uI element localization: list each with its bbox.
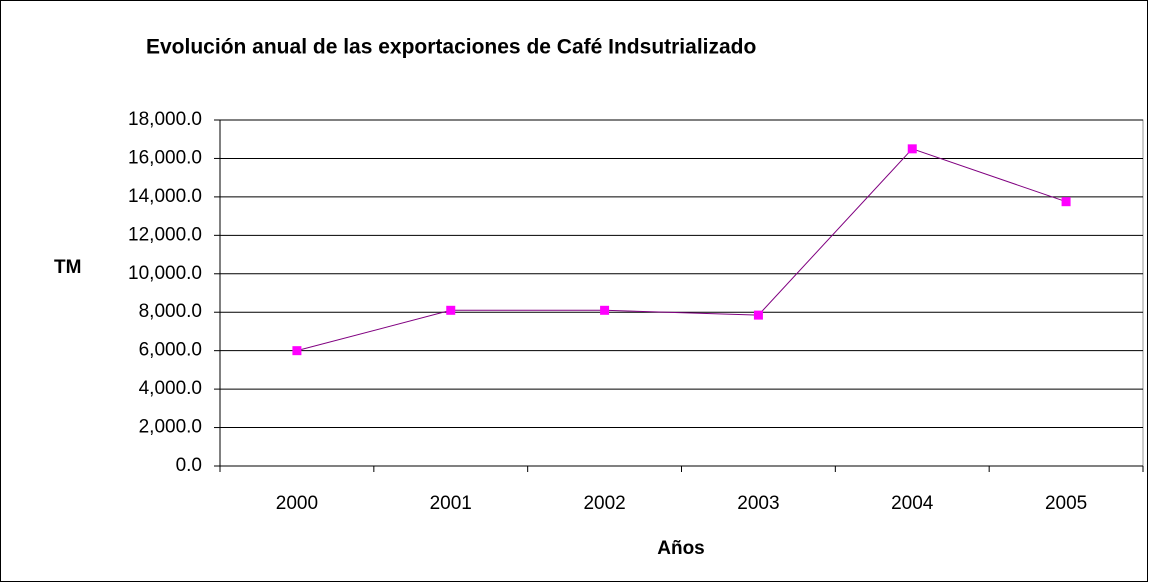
y-tick-label: 10,000.0 xyxy=(128,263,202,284)
y-tick-label: 0.0 xyxy=(176,455,202,476)
x-axis-label: Años xyxy=(657,538,705,559)
marker xyxy=(753,310,763,320)
y-tick-label: 16,000.0 xyxy=(128,147,202,168)
chart-title: Evolución anual de las exportaciones de … xyxy=(146,36,756,59)
marker xyxy=(600,305,610,315)
marker xyxy=(446,305,456,315)
y-tick-label: 4,000.0 xyxy=(139,378,202,399)
y-tick-label: 6,000.0 xyxy=(139,340,202,361)
marker xyxy=(1061,197,1071,207)
y-tick-label: 12,000.0 xyxy=(128,224,202,245)
marker xyxy=(292,346,302,356)
x-tick-label: 2004 xyxy=(891,493,934,514)
x-tick-label: 2005 xyxy=(1045,493,1087,514)
x-tick-label: 2000 xyxy=(276,493,318,514)
line-series xyxy=(296,148,1067,352)
y-tick-label: 14,000.0 xyxy=(128,186,202,207)
y-tick-label: 8,000.0 xyxy=(139,301,202,322)
x-tick-label: 2001 xyxy=(430,493,472,514)
y-axis-label: TM xyxy=(54,257,81,278)
x-tick-label: 2002 xyxy=(583,493,625,514)
y-tick-label: 2,000.0 xyxy=(139,417,202,438)
marker xyxy=(907,144,917,154)
x-tick-label: 2003 xyxy=(737,493,779,514)
y-tick-label: 18,000.0 xyxy=(128,109,202,130)
